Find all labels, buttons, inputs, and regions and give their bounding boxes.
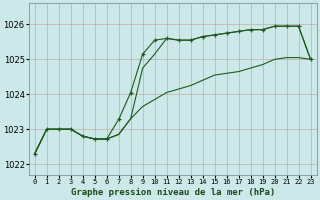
X-axis label: Graphe pression niveau de la mer (hPa): Graphe pression niveau de la mer (hPa) [70, 188, 275, 197]
